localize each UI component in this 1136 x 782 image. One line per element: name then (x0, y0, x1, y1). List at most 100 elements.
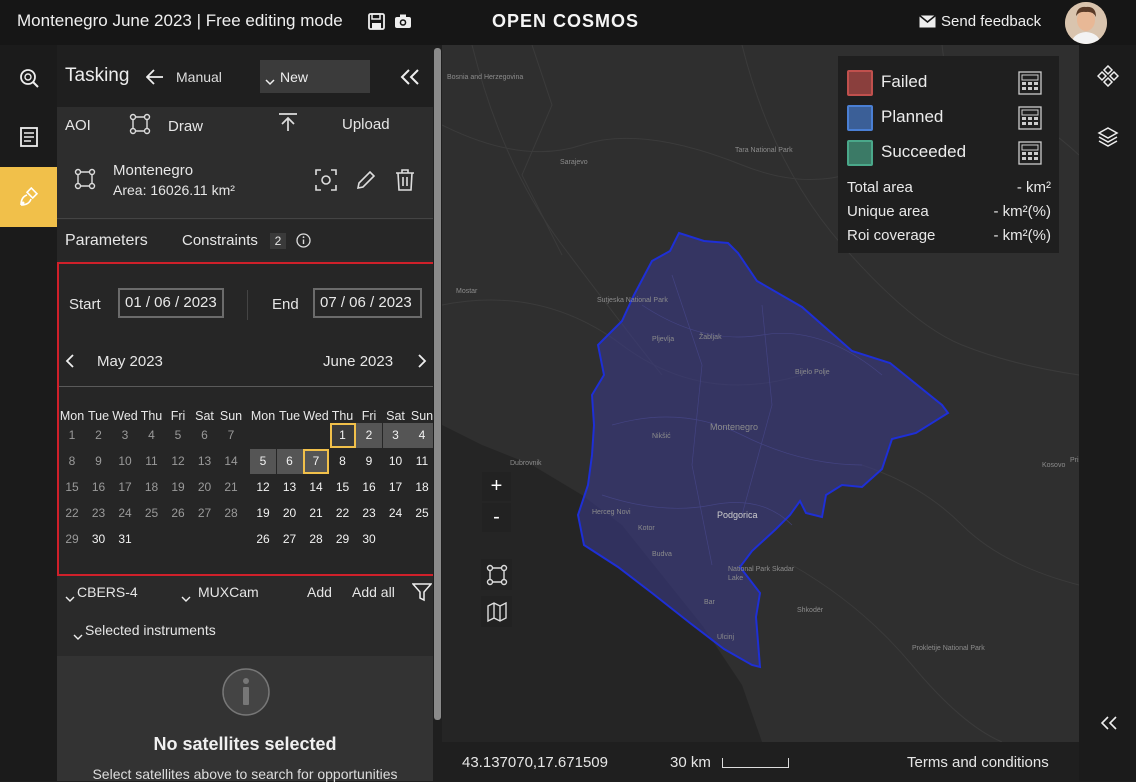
calendar-day[interactable]: 12 (171, 454, 185, 468)
calendar-day[interactable]: 31 (118, 532, 132, 546)
zoom-out-button[interactable]: - (482, 503, 511, 532)
calendar-day[interactable]: 24 (388, 506, 403, 520)
calendar-day[interactable]: 15 (335, 480, 350, 494)
edit-icon[interactable] (355, 169, 377, 194)
scrollbar-thumb[interactable] (434, 48, 441, 720)
calendar-day[interactable]: 3 (121, 428, 129, 442)
calendar-day[interactable]: 29 (335, 532, 350, 546)
calendar-day[interactable]: 19 (256, 506, 270, 520)
start-date-input[interactable]: 01 / 06 / 2023 (118, 288, 224, 318)
upload-icon[interactable] (277, 111, 299, 136)
calendar-day[interactable]: 11 (415, 454, 429, 468)
calendar-day[interactable]: 23 (362, 506, 376, 520)
calendar-day[interactable]: 27 (197, 506, 212, 520)
calendar-day[interactable]: 26 (256, 532, 270, 546)
calendar-day[interactable]: 27 (282, 532, 297, 546)
calendar-day[interactable]: 17 (118, 480, 132, 494)
constraints-tab[interactable]: Constraints (182, 232, 258, 249)
info-icon[interactable] (296, 233, 311, 251)
selected-instruments-toggle[interactable]: Selected instruments (85, 622, 216, 638)
end-date-input[interactable]: 07 / 06 / 2023 (313, 288, 422, 318)
calendar-day[interactable]: 5 (250, 449, 276, 474)
avatar[interactable] (1065, 2, 1107, 44)
calendar-day[interactable]: 2 (356, 423, 382, 448)
calendar-day[interactable]: 16 (91, 480, 106, 494)
satellite-select[interactable]: CBERS-4 (77, 584, 138, 600)
delete-icon[interactable] (395, 169, 415, 194)
collapse-panel-icon[interactable] (400, 69, 420, 88)
layers-icon[interactable] (1097, 126, 1119, 151)
calendar-day[interactable]: 6 (276, 449, 303, 474)
calendar-day[interactable]: 1 (329, 423, 356, 448)
calendar-day[interactable]: 30 (91, 532, 106, 546)
zoom-in-button[interactable]: + (482, 472, 511, 501)
calendar-day[interactable]: 7 (303, 449, 329, 474)
calendar-day[interactable]: 18 (415, 480, 429, 494)
calendar-day[interactable]: 28 (309, 532, 323, 546)
calendar-day[interactable]: 4 (409, 423, 435, 448)
calendar-day[interactable]: 24 (118, 506, 132, 520)
upload-button[interactable]: Upload (342, 116, 390, 133)
calendar-day[interactable]: 25 (415, 506, 429, 520)
calendar-day[interactable]: 15 (65, 480, 79, 494)
calendar-day[interactable]: 5 (174, 428, 182, 442)
calendar-day[interactable]: 17 (388, 480, 403, 494)
calendar-day[interactable]: 12 (256, 480, 270, 494)
next-month-button[interactable] (417, 354, 427, 371)
calendar-day[interactable]: 22 (65, 506, 79, 520)
calendar-day[interactable]: 18 (144, 480, 159, 494)
expand-panel-icon[interactable] (1100, 716, 1117, 733)
rail-tasking-button[interactable] (0, 167, 57, 227)
calendar-day[interactable]: 22 (335, 506, 350, 520)
calculator-icon[interactable] (1018, 141, 1042, 168)
prev-month-button[interactable] (65, 354, 75, 371)
calendar-day[interactable]: 9 (365, 454, 373, 468)
calendar-day[interactable]: 3 (382, 423, 409, 448)
calendar-day[interactable]: 1 (68, 428, 76, 442)
basemap-tool-button[interactable] (481, 596, 512, 627)
calendar-day[interactable]: 8 (339, 454, 346, 468)
draw-polygon-icon[interactable] (129, 113, 151, 138)
calendar-day[interactable]: 25 (144, 506, 159, 520)
calendar-day[interactable]: 13 (282, 480, 297, 494)
calendar-day[interactable]: 20 (282, 506, 297, 520)
parameters-tab[interactable]: Parameters (65, 232, 148, 249)
add-button[interactable]: Add (307, 584, 332, 600)
calendar-day[interactable]: 7 (227, 428, 235, 442)
draw-aoi-tool-button[interactable] (481, 559, 512, 590)
back-arrow-icon[interactable] (145, 69, 164, 88)
calendar-day[interactable]: 30 (362, 532, 376, 546)
calendar-day[interactable]: 20 (197, 480, 212, 494)
calendar-day[interactable]: 28 (224, 506, 238, 520)
calendar-day[interactable]: 10 (388, 454, 403, 468)
calendar-day[interactable]: 14 (309, 480, 323, 494)
calendar-day[interactable]: 6 (201, 428, 208, 442)
camera-icon[interactable] (394, 13, 412, 31)
calendar-day[interactable]: 21 (309, 506, 323, 520)
calendar-day[interactable]: 21 (224, 480, 238, 494)
focus-icon[interactable] (315, 169, 337, 194)
calendar-day[interactable]: 16 (362, 480, 376, 494)
calendar-day[interactable]: 10 (118, 454, 132, 468)
calculator-icon[interactable] (1018, 106, 1042, 133)
calendar-day[interactable]: 11 (145, 454, 158, 468)
terms-link[interactable]: Terms and conditions (907, 754, 1049, 771)
calendar-day[interactable]: 9 (95, 454, 102, 468)
send-feedback-link[interactable]: Send feedback (941, 13, 1042, 30)
calculator-icon[interactable] (1018, 71, 1042, 98)
calendar-day[interactable]: 13 (197, 454, 212, 468)
draw-button[interactable]: Draw (168, 118, 204, 135)
calendar-day[interactable]: 26 (171, 506, 185, 520)
rail-search-button[interactable] (0, 48, 57, 108)
calendar-day[interactable]: 2 (95, 428, 102, 442)
filter-icon[interactable] (411, 582, 433, 605)
calendar-day[interactable]: 14 (224, 454, 238, 468)
new-select[interactable]: New (260, 60, 370, 93)
calendar-day[interactable]: 8 (68, 454, 76, 468)
calendar-day[interactable]: 29 (65, 532, 79, 546)
calendar-day[interactable]: 19 (171, 480, 185, 494)
add-all-button[interactable]: Add all (352, 584, 395, 600)
rail-list-button[interactable] (0, 107, 57, 167)
save-icon[interactable] (368, 13, 386, 31)
instrument-select[interactable]: MUXCam (198, 584, 259, 600)
